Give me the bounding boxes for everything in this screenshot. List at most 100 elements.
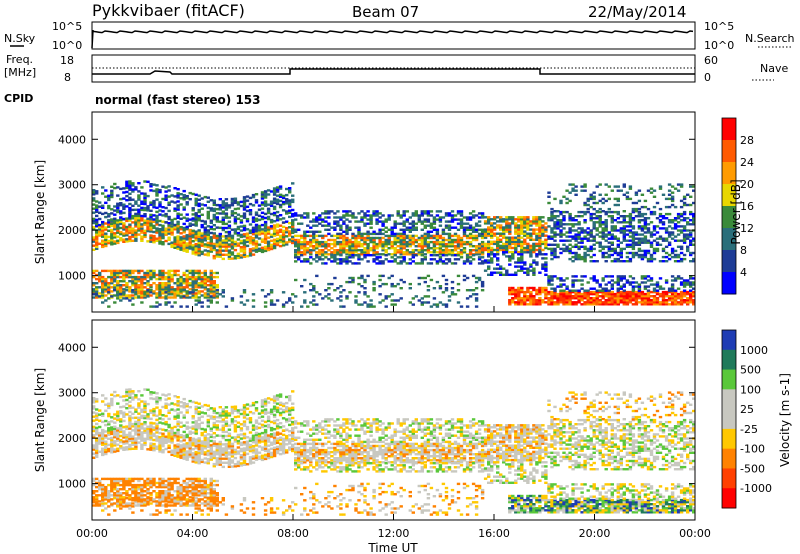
power-cell [604,193,608,196]
power-cell [345,230,349,233]
power-cell [161,269,165,273]
power-cell [251,228,256,231]
power-cell [348,276,352,280]
power-cell [408,242,412,246]
power-cell [508,292,512,296]
power-cell [689,297,693,300]
power-cell [245,205,250,208]
power-cell [197,217,201,220]
power-cell [441,274,446,278]
power-cell [155,210,159,214]
power-cell [625,251,630,255]
power-cell [266,203,271,206]
power-cell [586,231,590,234]
power-cell [465,260,470,263]
power-cell [598,221,602,224]
power-cell [505,218,509,221]
power-cell [306,251,310,254]
power-cell [556,225,560,228]
velocity-cell [101,441,105,444]
velocity-cell [104,477,108,481]
power-cell [616,239,620,242]
power-cell [679,205,684,209]
power-cell [194,201,198,205]
power-cell [170,296,174,299]
power-cell [363,222,367,225]
power-cell [444,212,449,215]
power-cell [128,213,132,216]
power-cell [104,288,108,291]
power-cell [646,289,651,292]
power-cell [508,222,512,225]
power-cell [604,233,608,236]
power-cell [185,290,189,293]
power-cell [300,285,304,288]
power-cell [125,273,129,277]
power-cell [131,271,135,275]
power-cell [465,258,470,261]
power-cell [330,256,334,259]
velocity-cell [98,450,102,453]
power-cell [212,201,216,204]
power-cell [378,245,382,248]
power-cell [179,203,183,206]
power-cell [387,214,391,217]
power-cell [399,297,403,300]
power-cell [571,295,575,298]
power-cell [158,286,162,289]
power-cell [345,297,349,300]
power-cell [191,223,195,226]
power-cell [158,232,162,235]
power-cell [477,220,482,223]
power-cell [203,296,207,299]
velocity-cell [95,453,99,456]
power-cell [206,305,210,308]
power-cell [480,212,485,215]
power-cell [664,292,669,296]
power-cell [393,247,397,250]
power-cell [197,210,201,214]
power-cell [113,232,117,235]
power-cell [372,258,376,261]
power-cell [372,212,376,215]
power-cell [372,210,376,213]
power-cell [496,250,500,254]
power-cell [523,240,527,243]
power-cell [254,219,259,222]
velocity-cell [113,421,117,424]
power-cell [182,277,186,281]
power-cell [318,214,322,217]
power-cell [568,257,572,261]
power-cell [396,236,400,240]
power-cell [640,215,645,218]
power-cell [682,289,687,292]
power-cell [511,290,515,294]
power-cell [242,255,247,258]
power-cell [203,284,207,287]
power-cell [601,287,605,290]
power-cell [613,249,617,253]
power-cell [221,220,225,223]
power-cell [643,299,648,302]
power-cell [577,247,581,251]
power-cell [242,196,247,199]
velocity-cell [92,504,96,507]
power-cell [686,217,690,220]
power-cell [589,299,593,302]
power-cell [610,249,614,253]
power-cell [158,228,162,231]
power-cell [306,216,310,219]
power-cell [206,284,210,287]
power-cell [453,214,458,217]
power-cell [318,216,322,219]
power-cell [263,192,268,195]
power-cell [182,208,186,211]
power-cell [297,240,301,244]
power-cell [420,236,424,240]
power-cell [101,291,105,294]
power-cell [604,219,608,222]
power-cell [505,273,509,276]
power-cell [628,225,633,228]
velocity-cell [122,448,126,451]
velocity-cell [107,423,111,426]
